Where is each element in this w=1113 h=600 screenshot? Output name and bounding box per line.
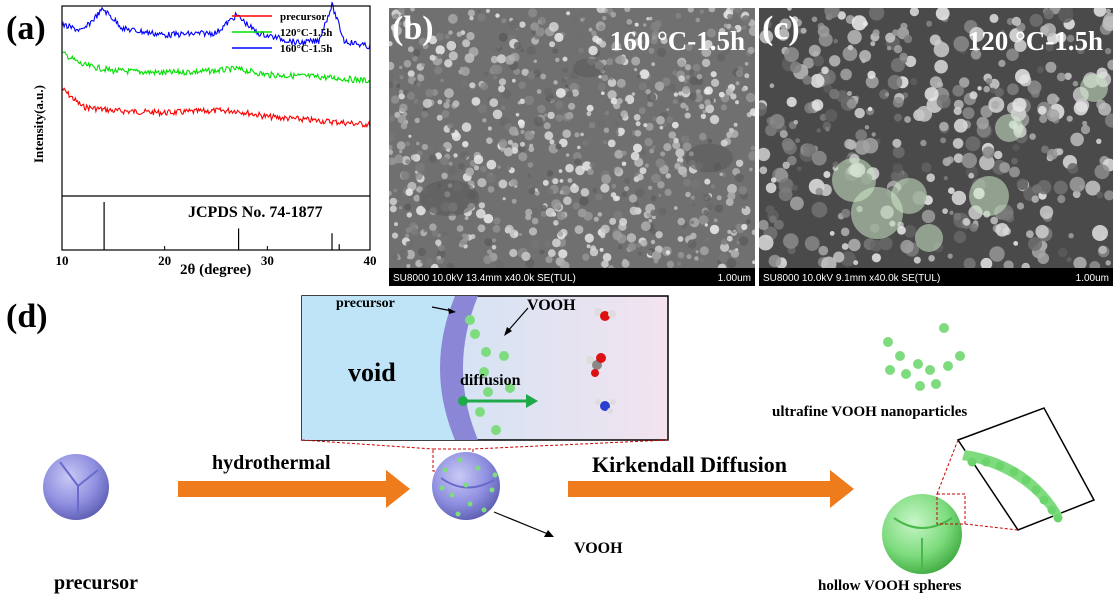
panel-b-letter: (b) xyxy=(392,10,434,47)
xrd-series-0 xyxy=(61,87,371,129)
sem-b-title: 160 °C-1.5h xyxy=(609,26,745,56)
legend-label: precursor xyxy=(280,11,326,23)
hydrothermal-label: hydrothermal xyxy=(212,452,331,474)
nanoparticles-label: ultrafine VOOH nanoparticles xyxy=(772,404,968,420)
xrd-chart: 10 20 30 40 precursor 120°C-1.5h 160°C-1.5h I… xyxy=(0,0,380,290)
sem-texture-160c xyxy=(389,8,755,286)
highlighted-particle xyxy=(915,224,943,252)
highlighted-particle xyxy=(1080,74,1108,102)
vooh-pointer xyxy=(493,511,554,537)
highlighted-particle xyxy=(851,187,903,239)
xrd-plot-svg: 10 20 30 40 precursor 120°C-1.5h 160°C-1.5h xyxy=(56,2,377,268)
hollow-spheres-label: hollow VOOH spheres xyxy=(818,578,962,594)
sem-b-info: SU8000 10.0kV 13.4mm x40.0k SE(TUL) xyxy=(393,273,576,284)
hydrothermal-arrow xyxy=(178,470,410,508)
pointer-arrows xyxy=(431,306,529,336)
sem-c-title: 120 °C-1.5h xyxy=(967,26,1103,56)
inset-diffusion-label: diffusion xyxy=(460,372,521,389)
panel-d-letter: (d) xyxy=(6,298,48,335)
panel-c-letter: (c) xyxy=(762,10,800,47)
inset-void-label: void xyxy=(348,358,396,387)
sem-image-120c: 120 °C-1.5h SU8000 10.0kV 9.1mm x40.0k S… xyxy=(759,8,1113,286)
shell-zoom-inset xyxy=(936,407,1096,531)
precursor-label: precursor xyxy=(54,572,139,594)
inset-vooh-label: VOOH xyxy=(527,297,576,314)
highlighted-particle xyxy=(969,176,1009,216)
precursor-shell xyxy=(440,296,478,440)
sem-c-databar: SU8000 10.0kV 9.1mm x40.0k SE(TUL) 1.00u… xyxy=(759,268,1113,286)
x-tick-label: 30 xyxy=(261,253,274,268)
sem-texture-120c xyxy=(759,8,1113,286)
xrd-series-1 xyxy=(61,51,371,85)
kirkendall-arrow xyxy=(568,470,854,508)
sem-b-scale: 1.00um xyxy=(717,273,751,284)
y-axis-label: Intensity(a.u.) xyxy=(31,85,46,164)
void-region xyxy=(302,296,455,440)
precursor-sphere xyxy=(43,454,109,520)
highlighted-particle xyxy=(891,178,927,214)
sem-image-160c: 160 °C-1.5h SU8000 10.0kV 13.4mm x40.0k … xyxy=(389,8,755,286)
shell-fragment-particles xyxy=(967,457,1063,523)
hollow-vooh-sphere xyxy=(882,494,962,574)
ultrafine-nanoparticles xyxy=(883,323,965,391)
interface-inset xyxy=(301,295,669,441)
vooh-particles-inset xyxy=(465,315,515,435)
x-tick-label: 20 xyxy=(158,253,171,268)
sem-c-info: SU8000 10.0kV 9.1mm x40.0k SE(TUL) xyxy=(763,273,941,284)
vooh-particles-surface xyxy=(439,457,498,517)
schematic-diagram xyxy=(43,295,1096,574)
intermediate-sphere xyxy=(432,452,500,520)
sem-b-databar: SU8000 10.0kV 13.4mm x40.0k SE(TUL) 1.00… xyxy=(389,268,755,286)
sem-c-scale: 1.00um xyxy=(1075,273,1109,284)
molecule-icons xyxy=(586,308,616,414)
vooh-label: VOOH xyxy=(574,540,623,557)
xrd-series-2 xyxy=(61,2,371,50)
legend-label: 120°C-1.5h xyxy=(280,27,332,39)
panel-a-letter: (a) xyxy=(6,10,46,47)
jcpds-label: JCPDS No. 74-1877 xyxy=(188,204,323,221)
diffusion-arrow xyxy=(458,394,538,408)
legend-label: 160°C-1.5h xyxy=(280,43,332,55)
inset-precursor-label: precursor xyxy=(336,296,395,311)
highlighted-particle xyxy=(995,114,1023,142)
x-tick-label: 10 xyxy=(56,253,69,268)
plot-frame xyxy=(61,5,371,251)
kirkendall-label: Kirkendall Diffusion xyxy=(592,452,787,477)
x-tick-label: 40 xyxy=(364,253,377,268)
x-axis-label: 2θ (degree) xyxy=(180,262,252,278)
